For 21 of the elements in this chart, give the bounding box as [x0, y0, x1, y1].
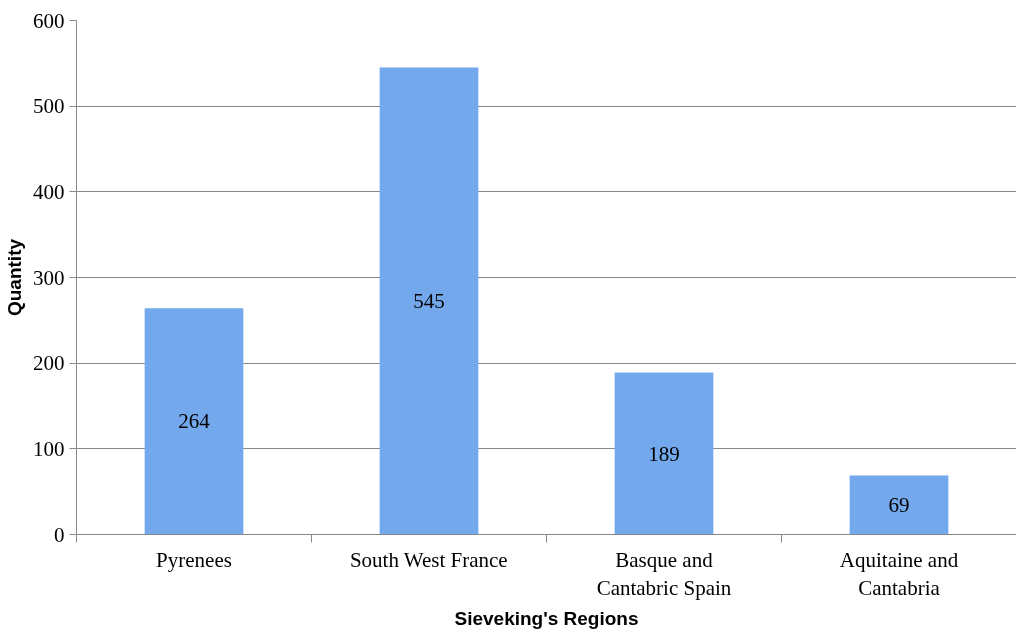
y-tick-label: 100	[33, 436, 65, 461]
data-label: 69	[888, 492, 910, 517]
bar	[614, 372, 714, 535]
y-tick-label: 200	[33, 351, 65, 376]
x-tick-label: South West France	[349, 547, 508, 572]
data-label: 264	[178, 409, 211, 434]
y-tick-label: 0	[54, 522, 65, 547]
data-label: 545	[413, 289, 445, 314]
bar	[144, 308, 244, 535]
x-tick-label: Aquitaine and Cantabria	[839, 547, 959, 601]
data-label: 189	[648, 441, 680, 466]
y-tick-label: 300	[33, 265, 65, 290]
bar	[849, 475, 949, 535]
y-tick-label: 400	[33, 179, 65, 204]
y-axis-title: Quantity	[4, 238, 25, 317]
x-axis-title: Sieveking's Regions	[454, 608, 639, 630]
bar	[379, 67, 479, 535]
x-tick-label: Basque and Cantabric Spain	[596, 547, 732, 601]
x-tick-label: Pyrenees	[156, 547, 232, 572]
y-tick-label: 500	[33, 94, 65, 119]
y-tick-label: 600	[33, 8, 65, 33]
